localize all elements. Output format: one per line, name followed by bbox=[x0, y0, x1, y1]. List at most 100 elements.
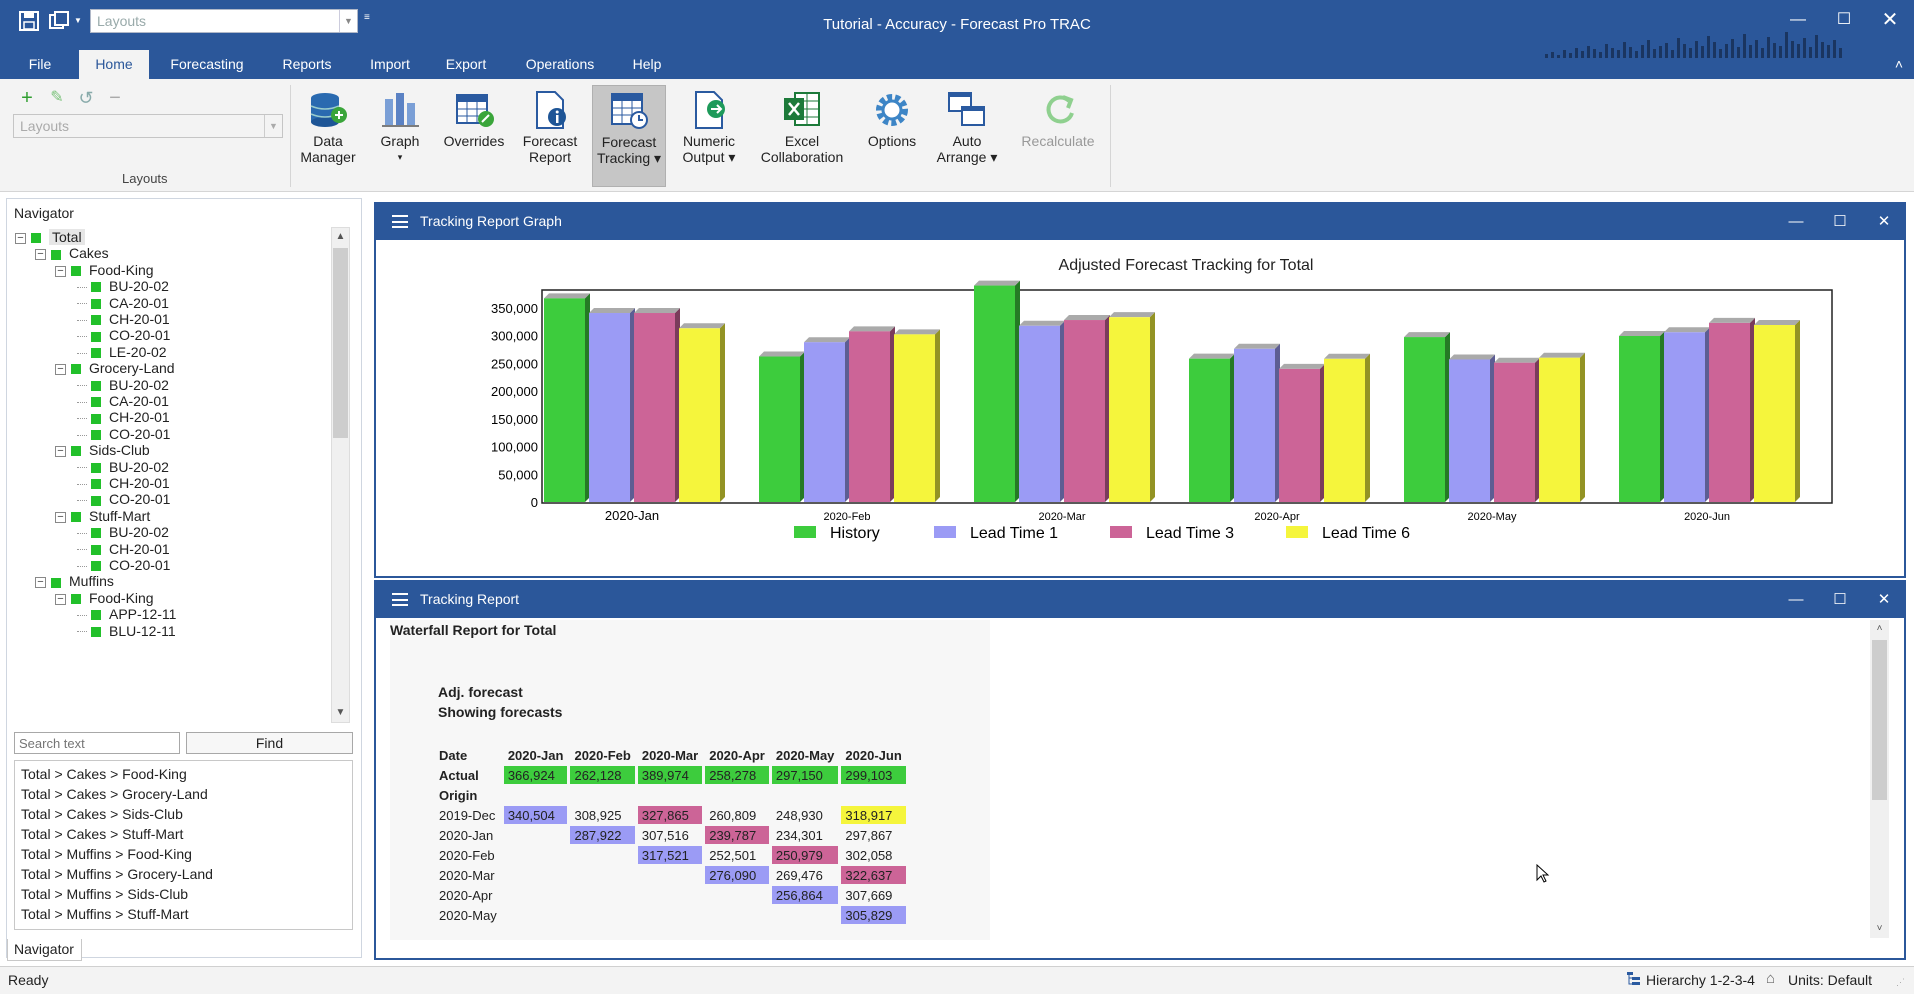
bar[interactable] bbox=[1619, 335, 1660, 502]
tree-node[interactable]: CO-20-01 bbox=[77, 555, 170, 575]
tree-node[interactable]: − Stuff-Mart bbox=[55, 506, 150, 526]
excel-collaboration-button[interactable]: Excel Collaboration bbox=[752, 85, 852, 187]
bar[interactable] bbox=[1449, 359, 1490, 502]
tab-reports[interactable]: Reports bbox=[282, 56, 332, 72]
bar[interactable] bbox=[1664, 332, 1705, 502]
overrides-button[interactable]: Overrides bbox=[438, 85, 510, 187]
bar[interactable] bbox=[849, 331, 890, 502]
tab-file[interactable]: File bbox=[28, 56, 52, 72]
forecast-report-button[interactable]: Forecast Report bbox=[518, 85, 582, 187]
maximize-icon[interactable]: ☐ bbox=[1833, 213, 1847, 230]
scroll-thumb[interactable] bbox=[333, 248, 348, 438]
bar[interactable] bbox=[974, 285, 1015, 502]
bar[interactable] bbox=[1189, 358, 1230, 502]
minimize-icon[interactable]: — bbox=[1788, 213, 1804, 230]
tab-import[interactable]: Import bbox=[370, 56, 410, 72]
layout-window-icon[interactable] bbox=[48, 10, 70, 32]
qat-dropdown-icon[interactable]: ▼ bbox=[74, 16, 82, 25]
bar[interactable] bbox=[1709, 322, 1750, 502]
path-item[interactable]: Total > Cakes > Food-King bbox=[21, 766, 187, 782]
collapse-toggle-icon[interactable]: − bbox=[55, 511, 66, 523]
auto-arrange-button[interactable]: Auto Arrange ▾ bbox=[934, 85, 1000, 187]
data-manager-button[interactable]: Data Manager bbox=[296, 85, 360, 187]
report-scrollbar[interactable]: ˄ ˅ bbox=[1870, 620, 1889, 938]
remove-icon[interactable]: − bbox=[109, 87, 121, 109]
layouts-quick-combo[interactable]: Layouts ▼ bbox=[90, 9, 358, 33]
hierarchy-status[interactable]: Hierarchy 1-2-3-4 bbox=[1646, 972, 1755, 988]
bar[interactable] bbox=[804, 342, 845, 502]
tree-node[interactable]: CH-20-01 bbox=[77, 309, 170, 329]
resize-grip-icon[interactable]: ⋰ bbox=[1896, 977, 1905, 987]
bar[interactable] bbox=[1234, 348, 1275, 502]
path-item[interactable]: Total > Muffins > Stuff-Mart bbox=[21, 906, 189, 922]
tree-scrollbar[interactable]: ▲ ▼ bbox=[331, 227, 350, 723]
bar[interactable] bbox=[1279, 368, 1320, 502]
find-button[interactable]: Find bbox=[186, 732, 353, 754]
bar[interactable] bbox=[1064, 320, 1105, 502]
tree-node[interactable]: LE-20-02 bbox=[77, 342, 167, 362]
options-button[interactable]: Options bbox=[860, 85, 924, 187]
edit-icon[interactable]: ✎ bbox=[50, 89, 64, 106]
tree-node[interactable]: APP-12-11 bbox=[77, 604, 176, 624]
path-item[interactable]: Total > Cakes > Stuff-Mart bbox=[21, 826, 184, 842]
menu-icon[interactable] bbox=[392, 215, 408, 228]
collapse-toggle-icon[interactable]: − bbox=[55, 363, 66, 375]
tree-node[interactable]: − Total bbox=[15, 227, 85, 247]
maximize-icon[interactable]: ☐ bbox=[1836, 11, 1852, 28]
bar[interactable] bbox=[544, 298, 585, 502]
collapse-toggle-icon[interactable]: − bbox=[55, 445, 66, 457]
scroll-up-icon[interactable]: ˄ bbox=[1876, 623, 1883, 634]
scroll-thumb[interactable] bbox=[1872, 640, 1887, 800]
bar[interactable] bbox=[894, 334, 935, 502]
close-icon[interactable]: ✕ bbox=[1877, 213, 1891, 230]
save-icon[interactable] bbox=[18, 10, 40, 32]
collapse-toggle-icon[interactable]: − bbox=[35, 249, 46, 261]
graph-button[interactable]: Graph ▾ bbox=[372, 85, 428, 187]
bar[interactable] bbox=[679, 328, 720, 502]
tree-node[interactable]: CH-20-01 bbox=[77, 473, 170, 493]
minimize-icon[interactable]: — bbox=[1790, 11, 1806, 28]
bar[interactable] bbox=[1109, 317, 1150, 502]
tab-home[interactable]: Home bbox=[79, 50, 149, 79]
bar[interactable] bbox=[759, 356, 800, 502]
tree-node[interactable]: CH-20-01 bbox=[77, 539, 170, 559]
tab-help[interactable]: Help bbox=[632, 56, 662, 72]
scroll-up-icon[interactable]: ▲ bbox=[335, 231, 346, 242]
path-item[interactable]: Total > Muffins > Food-King bbox=[21, 846, 192, 862]
collapse-toggle-icon[interactable]: − bbox=[55, 265, 66, 277]
path-item[interactable]: Total > Muffins > Sids-Club bbox=[21, 886, 189, 902]
minimize-icon[interactable]: — bbox=[1788, 591, 1804, 608]
tab-navigator[interactable]: Navigator bbox=[7, 939, 82, 961]
tree-node[interactable]: BU-20-02 bbox=[77, 522, 169, 542]
tree-node[interactable]: BU-20-02 bbox=[77, 276, 169, 296]
collapse-toggle-icon[interactable]: − bbox=[35, 577, 46, 589]
add-icon[interactable]: + bbox=[21, 87, 33, 109]
tree-node[interactable]: − Sids-Club bbox=[55, 440, 150, 460]
bar[interactable] bbox=[634, 313, 675, 502]
collapse-toggle-icon[interactable]: − bbox=[55, 593, 66, 605]
tree-node[interactable]: BLU-12-11 bbox=[77, 621, 176, 641]
tree-node[interactable]: − Muffins bbox=[35, 571, 114, 591]
tree-node[interactable]: CH-20-01 bbox=[77, 407, 170, 427]
close-icon[interactable]: ✕ bbox=[1877, 591, 1891, 608]
recalculate-button[interactable]: Recalculate bbox=[1014, 85, 1102, 187]
maximize-icon[interactable]: ☐ bbox=[1833, 591, 1847, 608]
chevron-down-icon[interactable]: ▼ bbox=[339, 10, 357, 32]
bar[interactable] bbox=[1404, 337, 1445, 502]
bar[interactable] bbox=[1324, 358, 1365, 502]
tree-node[interactable]: − Grocery-Land bbox=[55, 358, 175, 378]
numeric-output-button[interactable]: Numeric Output ▾ bbox=[676, 85, 742, 187]
tree-node[interactable]: CO-20-01 bbox=[77, 424, 170, 444]
tree-node[interactable]: CO-20-01 bbox=[77, 489, 170, 509]
tree-node[interactable]: − Food-King bbox=[55, 588, 154, 608]
tab-forecasting[interactable]: Forecasting bbox=[170, 56, 244, 72]
tree-node[interactable]: BU-20-02 bbox=[77, 457, 169, 477]
tab-operations[interactable]: Operations bbox=[525, 56, 595, 72]
bar[interactable] bbox=[1539, 357, 1580, 502]
tree-node[interactable]: CA-20-01 bbox=[77, 293, 169, 313]
scroll-down-icon[interactable]: ▼ bbox=[335, 707, 346, 718]
path-item[interactable]: Total > Cakes > Sids-Club bbox=[21, 806, 183, 822]
tree-node[interactable]: BU-20-02 bbox=[77, 375, 169, 395]
undo-icon[interactable]: ↺ bbox=[78, 88, 94, 108]
tab-export[interactable]: Export bbox=[445, 56, 487, 72]
